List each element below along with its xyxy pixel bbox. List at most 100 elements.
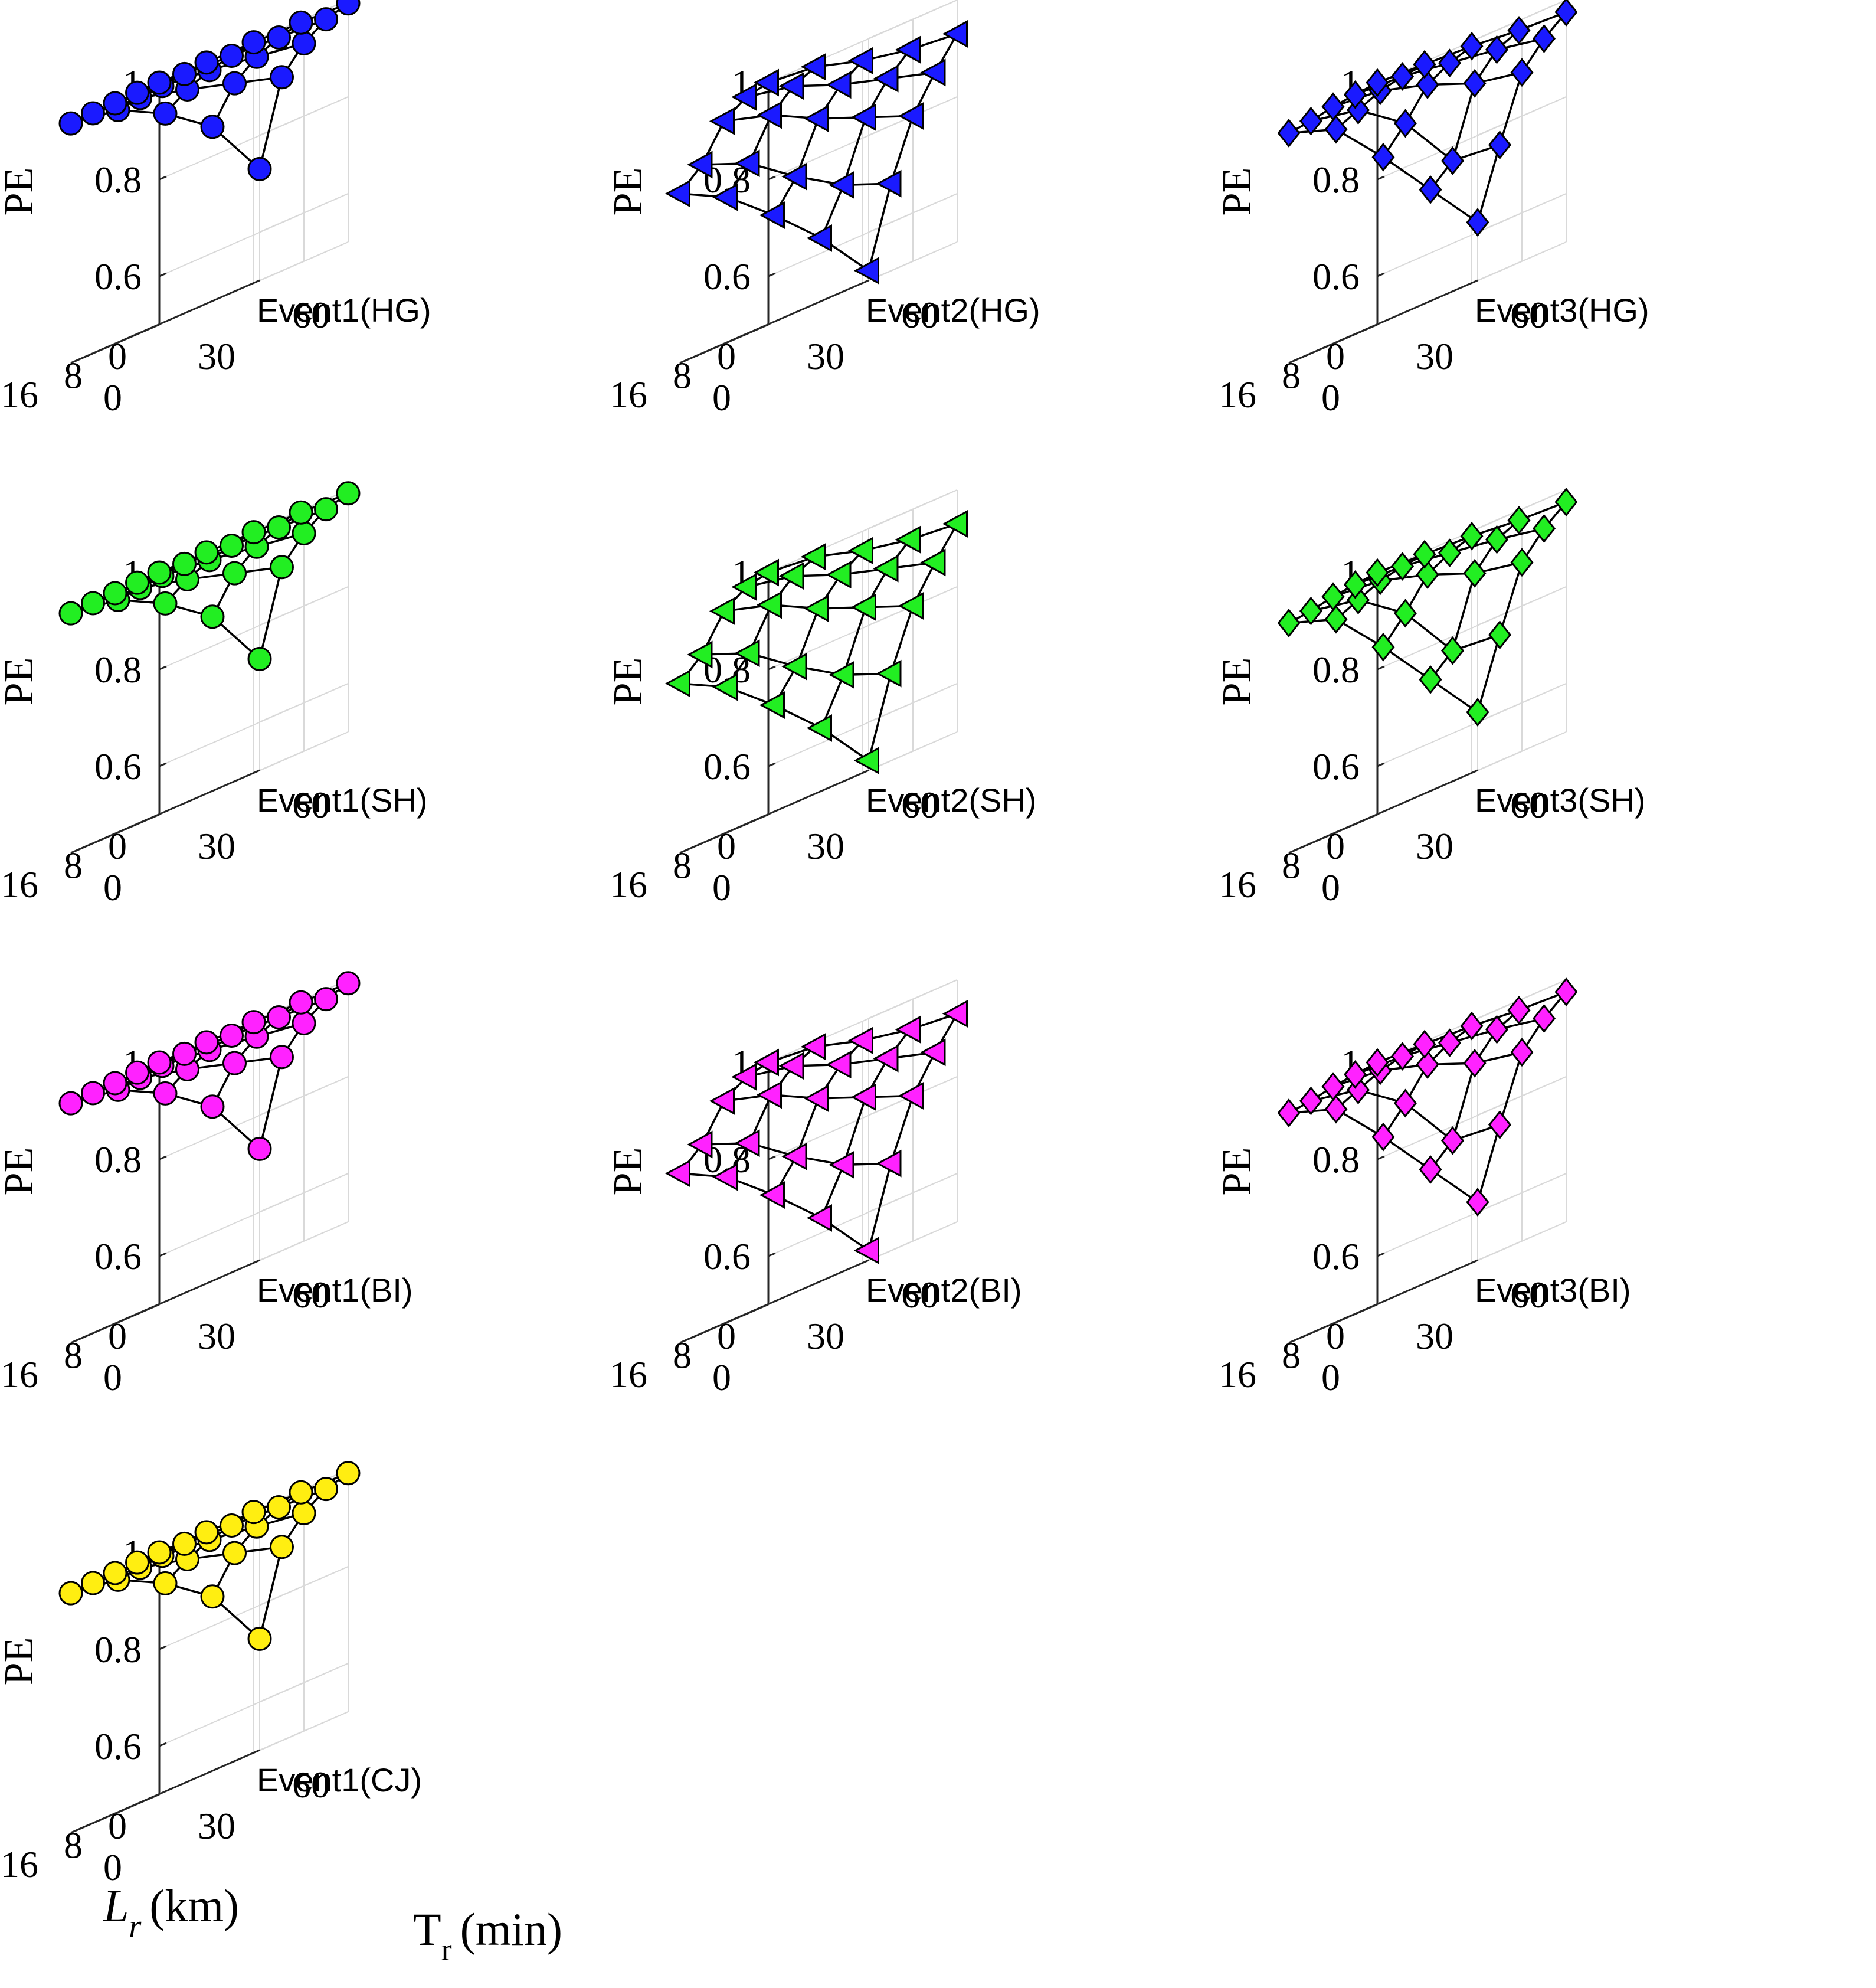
grid-line	[1377, 193, 1567, 277]
lr-tick-label: 0	[1326, 335, 1345, 377]
data-point	[873, 1044, 899, 1073]
z-tick	[159, 1155, 167, 1160]
data-point	[58, 1091, 83, 1116]
z-tick	[159, 272, 167, 277]
grid-line	[768, 193, 958, 277]
data-point	[1463, 558, 1487, 588]
data-point	[81, 1081, 105, 1106]
data-point	[1485, 525, 1509, 554]
data-point	[292, 31, 316, 55]
data-point	[1277, 1098, 1301, 1127]
data-point	[336, 0, 361, 16]
data-point	[920, 1038, 946, 1067]
data-point	[194, 540, 219, 565]
series-line	[842, 1097, 867, 1165]
data-point	[1299, 1086, 1323, 1116]
grid-line	[1477, 731, 1567, 771]
z-axis-label: PE	[0, 1637, 42, 1686]
figure-axis-labels: Lr (km) Tr (min)	[103, 1880, 562, 1967]
series-line	[1383, 646, 1431, 681]
series-line	[1451, 573, 1476, 651]
series-line	[867, 183, 892, 272]
data-point	[712, 673, 738, 701]
grid-line	[1377, 1076, 1567, 1160]
grid-line	[159, 586, 349, 670]
data-point	[756, 101, 782, 129]
tr-tick-label: 60	[1510, 784, 1548, 826]
data-point	[920, 548, 946, 577]
data-point	[781, 162, 807, 191]
z-tick	[1377, 272, 1385, 277]
lr-tick-label: 8	[673, 355, 692, 397]
tr-tick-label: 60	[1510, 1274, 1548, 1316]
panel-title: Event1(HG)	[257, 292, 431, 329]
data-point	[800, 53, 826, 81]
lr-tick-label: 8	[673, 845, 692, 887]
tr-axis-line	[70, 769, 260, 854]
grid-line	[768, 0, 958, 83]
z-tick	[768, 1252, 776, 1257]
z-tick-label: 0.6	[1312, 746, 1360, 787]
data-point	[1440, 636, 1465, 665]
z-tick-label: 0.6	[1312, 256, 1360, 297]
lr-tick-label: 16	[1, 1353, 38, 1395]
data-point	[314, 987, 338, 1012]
data-point	[247, 646, 272, 671]
panel-title: Event3(HG)	[1475, 292, 1649, 329]
tr-tick-label: 60	[901, 294, 939, 336]
panel-title: Event2(BI)	[866, 1271, 1022, 1309]
tr-tick-label: 60	[901, 784, 939, 826]
data-point	[270, 555, 294, 580]
lr-tick-label: 8	[64, 355, 83, 397]
grid-line	[768, 979, 958, 1063]
data-point	[1554, 977, 1578, 1006]
z-tick	[159, 1645, 167, 1650]
tr-axis-label: Tr (min)	[413, 1904, 562, 1967]
series-line	[1498, 562, 1523, 636]
data-point	[734, 639, 760, 668]
data-point	[1371, 1122, 1395, 1152]
data-point	[1416, 70, 1439, 99]
series-line	[1383, 1136, 1431, 1170]
data-point	[1460, 521, 1484, 551]
data-point	[806, 224, 832, 252]
data-point	[147, 1050, 172, 1075]
data-point	[172, 1531, 197, 1556]
data-point	[829, 1150, 854, 1179]
tr-axis-line	[1288, 279, 1478, 364]
data-point	[200, 1584, 225, 1609]
data-point	[898, 1082, 924, 1110]
data-point	[942, 999, 968, 1028]
series-line	[1430, 678, 1478, 714]
data-point	[942, 509, 968, 538]
data-point	[876, 1149, 902, 1178]
data-point	[81, 1571, 105, 1595]
data-point	[826, 1051, 852, 1079]
lr-tick-label: 16	[610, 374, 647, 416]
data-point	[267, 515, 291, 540]
data-point	[147, 1540, 172, 1565]
data-point	[153, 1081, 178, 1106]
data-point	[1532, 1004, 1556, 1033]
data-point	[1416, 560, 1439, 589]
data-point	[895, 35, 921, 64]
data-point	[1466, 208, 1489, 237]
data-point	[267, 1495, 291, 1520]
data-point	[336, 1461, 361, 1486]
z-axis-label: PE	[1214, 168, 1260, 216]
data-point	[103, 581, 127, 606]
data-point	[125, 570, 149, 595]
z-tick-label: 0.8	[94, 159, 142, 201]
data-point	[1371, 632, 1395, 662]
data-point	[920, 58, 946, 87]
z-axis-label: PE	[605, 168, 651, 216]
data-point	[687, 151, 713, 179]
data-point	[781, 1142, 807, 1170]
z-tick-label: 0.8	[1312, 1139, 1360, 1181]
data-point	[712, 183, 738, 211]
z-axis-label: PE	[0, 1147, 42, 1196]
subplot-grid: 0.60.81081603060PEEvent1(HG)0.60.8108160…	[0, 0, 1649, 1888]
data-point	[222, 71, 247, 96]
